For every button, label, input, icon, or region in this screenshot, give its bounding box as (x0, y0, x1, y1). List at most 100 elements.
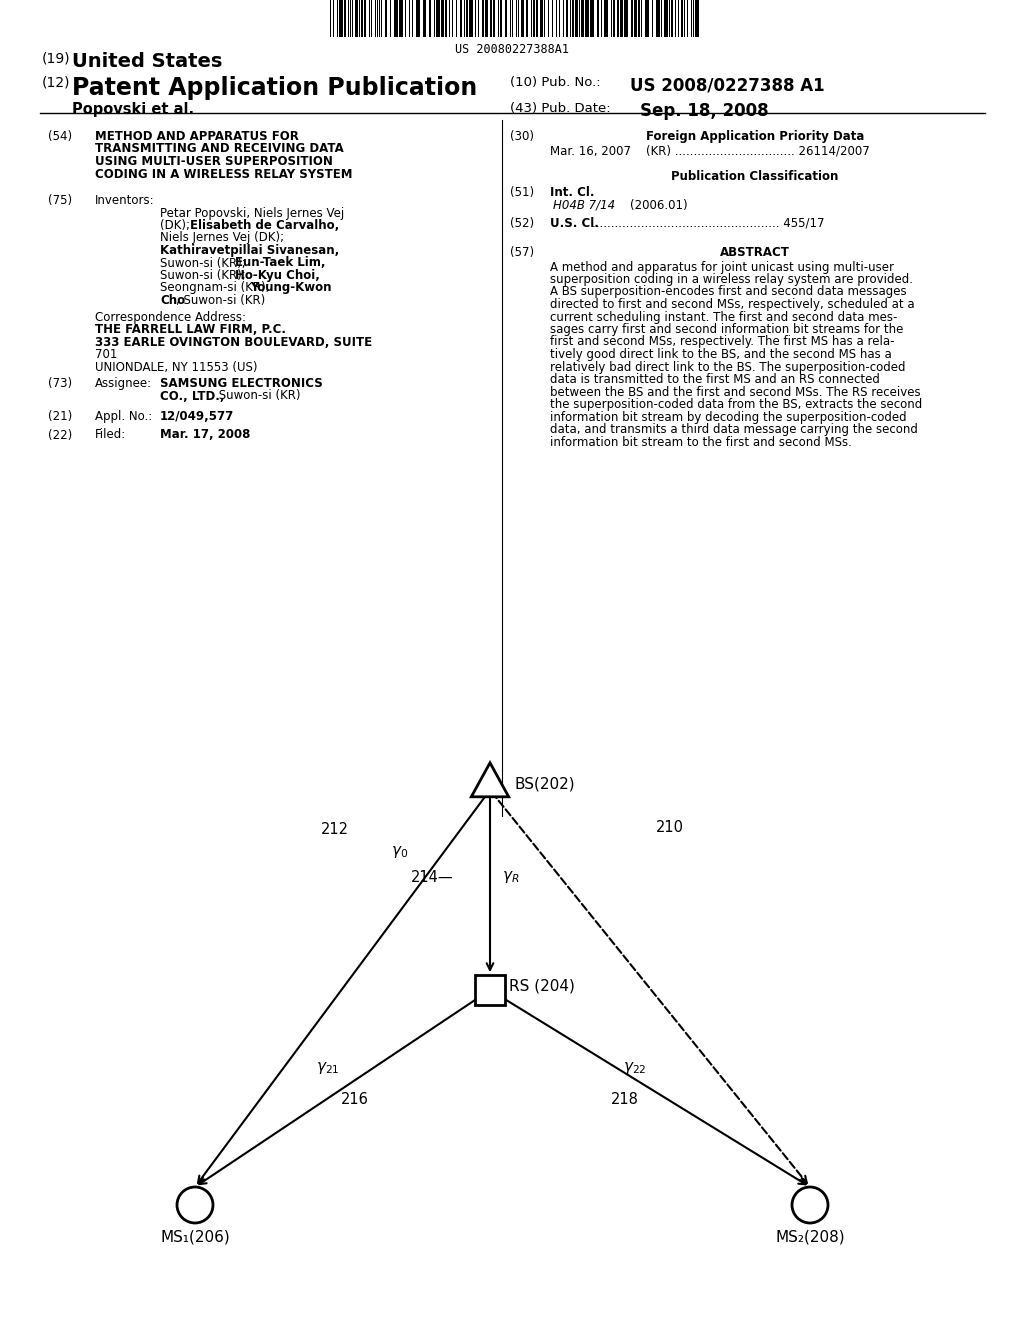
Text: 214—: 214— (411, 870, 453, 884)
Text: (30): (30) (510, 129, 534, 143)
Text: 333 EARLE OVINGTON BOULEVARD, SUITE: 333 EARLE OVINGTON BOULEVARD, SUITE (95, 335, 372, 348)
Bar (566, 0, 568, 37)
Text: CO., LTD.,: CO., LTD., (160, 389, 224, 403)
Bar (572, 0, 574, 37)
Bar (505, 0, 507, 37)
Text: Mar. 16, 2007    (KR) ................................ 26114/2007: Mar. 16, 2007 (KR) .....................… (550, 144, 869, 157)
Text: METHOD AND APPARATUS FOR: METHOD AND APPARATUS FOR (95, 129, 299, 143)
Text: Sep. 18, 2008: Sep. 18, 2008 (640, 102, 769, 120)
Circle shape (792, 1187, 828, 1224)
Text: Elisabeth de Carvalho,: Elisabeth de Carvalho, (190, 219, 339, 232)
Bar (695, 0, 699, 37)
Bar (597, 0, 599, 37)
Text: United States: United States (72, 51, 222, 71)
Text: US 20080227388A1: US 20080227388A1 (455, 44, 569, 55)
Text: $\gamma_{21}$: $\gamma_{21}$ (316, 1060, 340, 1076)
Bar (493, 0, 495, 37)
Bar (469, 0, 473, 37)
Text: A method and apparatus for joint unicast using multi-user: A method and apparatus for joint unicast… (550, 260, 894, 273)
Bar (590, 0, 594, 37)
Text: information bit stream by decoding the superposition-coded: information bit stream by decoding the s… (550, 411, 906, 424)
Text: A BS superposition-encodes first and second data messages: A BS superposition-encodes first and sec… (550, 285, 906, 298)
Bar (385, 0, 387, 37)
Bar (339, 0, 343, 37)
Bar (445, 0, 447, 37)
Bar (364, 0, 366, 37)
Bar (575, 0, 578, 37)
Text: Niels Jernes Vej (DK);: Niels Jernes Vej (DK); (160, 231, 284, 244)
Text: information bit stream to the first and second MSs.: information bit stream to the first and … (550, 436, 852, 449)
Text: $\gamma_{22}$: $\gamma_{22}$ (624, 1060, 647, 1076)
Bar (482, 0, 484, 37)
Text: BS(202): BS(202) (514, 776, 574, 792)
Text: Petar Popovski, Niels Jernes Vej: Petar Popovski, Niels Jernes Vej (160, 206, 344, 219)
Text: (51): (51) (510, 186, 535, 199)
Text: UNIONDALE, NY 11553 (US): UNIONDALE, NY 11553 (US) (95, 360, 257, 374)
Text: (10) Pub. No.:: (10) Pub. No.: (510, 77, 601, 88)
Bar (645, 0, 649, 37)
Text: data is transmitted to the first MS and an RS connected: data is transmitted to the first MS and … (550, 374, 880, 385)
Polygon shape (471, 763, 509, 797)
Text: data, and transmits a third data message carrying the second: data, and transmits a third data message… (550, 422, 918, 436)
Text: Int. Cl.: Int. Cl. (550, 186, 595, 199)
Text: Correspondence Address:: Correspondence Address: (95, 310, 246, 323)
Text: .................................................. 455/17: ........................................… (592, 216, 824, 230)
Text: Seongnam-si (KR);: Seongnam-si (KR); (160, 281, 273, 294)
Bar (664, 0, 668, 37)
Text: Popovski et al.: Popovski et al. (72, 102, 195, 117)
Text: (22): (22) (48, 429, 73, 441)
Text: TRANSMITTING AND RECEIVING DATA: TRANSMITTING AND RECEIVING DATA (95, 143, 344, 156)
Text: ABSTRACT: ABSTRACT (720, 246, 790, 259)
Bar (581, 0, 584, 37)
Text: tively good direct link to the BS, and the second MS has a: tively good direct link to the BS, and t… (550, 348, 892, 360)
Text: (19): (19) (42, 51, 71, 66)
Text: U.S. Cl.: U.S. Cl. (550, 216, 599, 230)
Text: Inventors:: Inventors: (95, 194, 155, 207)
Bar (460, 0, 462, 37)
Bar (500, 0, 502, 37)
Text: Suwon-si (KR);: Suwon-si (KR); (160, 269, 250, 282)
Bar (617, 0, 618, 37)
Text: Suwon-si (KR);: Suwon-si (KR); (160, 256, 250, 269)
Bar (540, 0, 543, 37)
Text: Appl. No.:: Appl. No.: (95, 411, 153, 422)
Text: Kathiravetpillai Sivanesan,: Kathiravetpillai Sivanesan, (160, 244, 339, 257)
Bar (521, 0, 524, 37)
Text: first and second MSs, respectively. The first MS has a rela-: first and second MSs, respectively. The … (550, 335, 895, 348)
Text: Assignee:: Assignee: (95, 378, 153, 389)
Text: directed to first and second MSs, respectively, scheduled at a: directed to first and second MSs, respec… (550, 298, 914, 312)
Bar (436, 0, 440, 37)
Bar (361, 0, 362, 37)
Text: Cho: Cho (160, 294, 185, 308)
Text: $\gamma_R$: $\gamma_R$ (502, 869, 519, 884)
Text: 210: 210 (656, 821, 684, 836)
Text: (43) Pub. Date:: (43) Pub. Date: (510, 102, 610, 115)
Text: Patent Application Publication: Patent Application Publication (72, 77, 477, 100)
Text: Mar. 17, 2008: Mar. 17, 2008 (160, 429, 251, 441)
Bar (534, 0, 535, 37)
Text: 12/049,577: 12/049,577 (160, 411, 234, 422)
Text: SAMSUNG ELECTRONICS: SAMSUNG ELECTRONICS (160, 378, 323, 389)
Bar (423, 0, 426, 37)
Bar (536, 0, 538, 37)
Bar (631, 0, 633, 37)
Text: (54): (54) (48, 129, 72, 143)
Bar (399, 0, 403, 37)
Bar (624, 0, 628, 37)
Text: US 2008/0227388 A1: US 2008/0227388 A1 (630, 77, 824, 94)
Text: Ho-Kyu Choi,: Ho-Kyu Choi, (234, 269, 319, 282)
Bar (671, 0, 673, 37)
Bar (634, 0, 637, 37)
Bar (620, 0, 623, 37)
Bar (490, 0, 492, 37)
Text: the superposition-coded data from the BS, extracts the second: the superposition-coded data from the BS… (550, 399, 923, 411)
Text: Foreign Application Priority Data: Foreign Application Priority Data (646, 129, 864, 143)
Text: MS₁(206): MS₁(206) (160, 1229, 229, 1243)
Text: Young-Kwon: Young-Kwon (250, 281, 332, 294)
Text: (12): (12) (42, 77, 71, 90)
Text: (73): (73) (48, 378, 72, 389)
Text: (75): (75) (48, 194, 72, 207)
Bar (681, 0, 683, 37)
Text: 216: 216 (341, 1093, 369, 1107)
Bar (656, 0, 660, 37)
